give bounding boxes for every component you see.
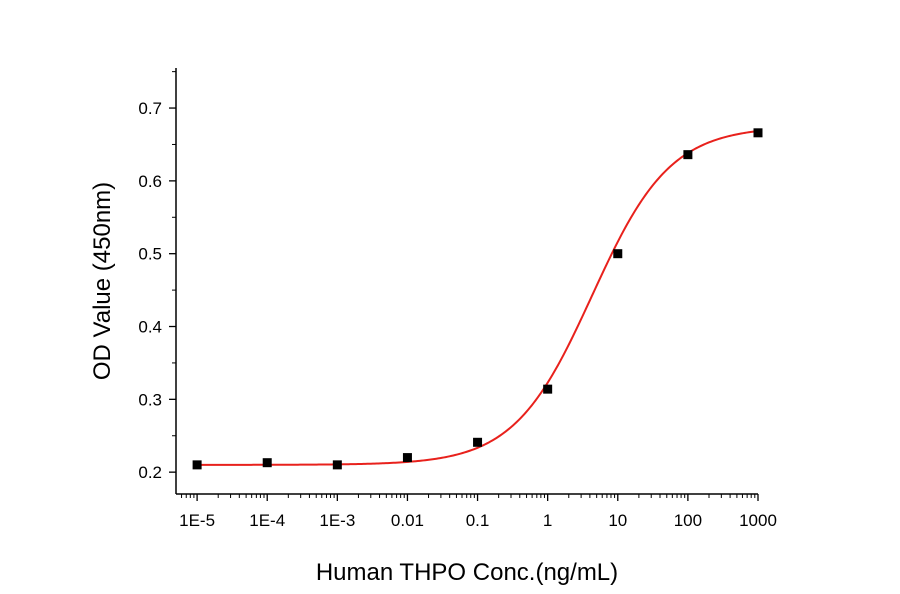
y-tick-label: 0.6 <box>138 172 162 191</box>
y-tick-label: 0.2 <box>138 463 162 482</box>
tick-labels: 0.2 0.3 0.4 0.5 0.6 0.7 1E-5 1E-4 1E-3 0.01 0.1 1 10… <box>138 99 777 530</box>
x-tick-label: 1E-4 <box>249 511 285 530</box>
x-tick-label: 1000 <box>739 511 777 530</box>
axes <box>175 68 758 495</box>
x-tick-label: 1E-5 <box>179 511 215 530</box>
x-tick-label: 100 <box>674 511 702 530</box>
data-point <box>402 453 412 463</box>
x-tick-label: 0.01 <box>391 511 424 530</box>
x-axis-title: Human THPO Conc.(ng/mL) <box>316 559 618 586</box>
x-tick-label: 1E-3 <box>319 511 355 530</box>
data-point <box>262 458 272 468</box>
data-point <box>683 150 693 160</box>
y-tick-label: 0.3 <box>138 390 162 409</box>
y-tick-label: 0.7 <box>138 99 162 118</box>
data-point <box>613 249 623 259</box>
data-points <box>192 128 763 470</box>
y-axis-title: OD Value (450nm) <box>89 182 116 380</box>
data-point <box>753 128 763 138</box>
data-point <box>543 384 553 394</box>
ticks <box>169 71 759 501</box>
x-tick-label: 0.1 <box>466 511 490 530</box>
y-tick-label: 0.5 <box>138 245 162 264</box>
y-tick-label: 0.4 <box>138 318 162 337</box>
x-tick-label: 1 <box>543 511 552 530</box>
fit-curve <box>197 130 759 466</box>
data-point <box>332 460 342 470</box>
x-tick-label: 10 <box>608 511 627 530</box>
data-point <box>473 437 483 447</box>
data-point <box>192 460 202 470</box>
